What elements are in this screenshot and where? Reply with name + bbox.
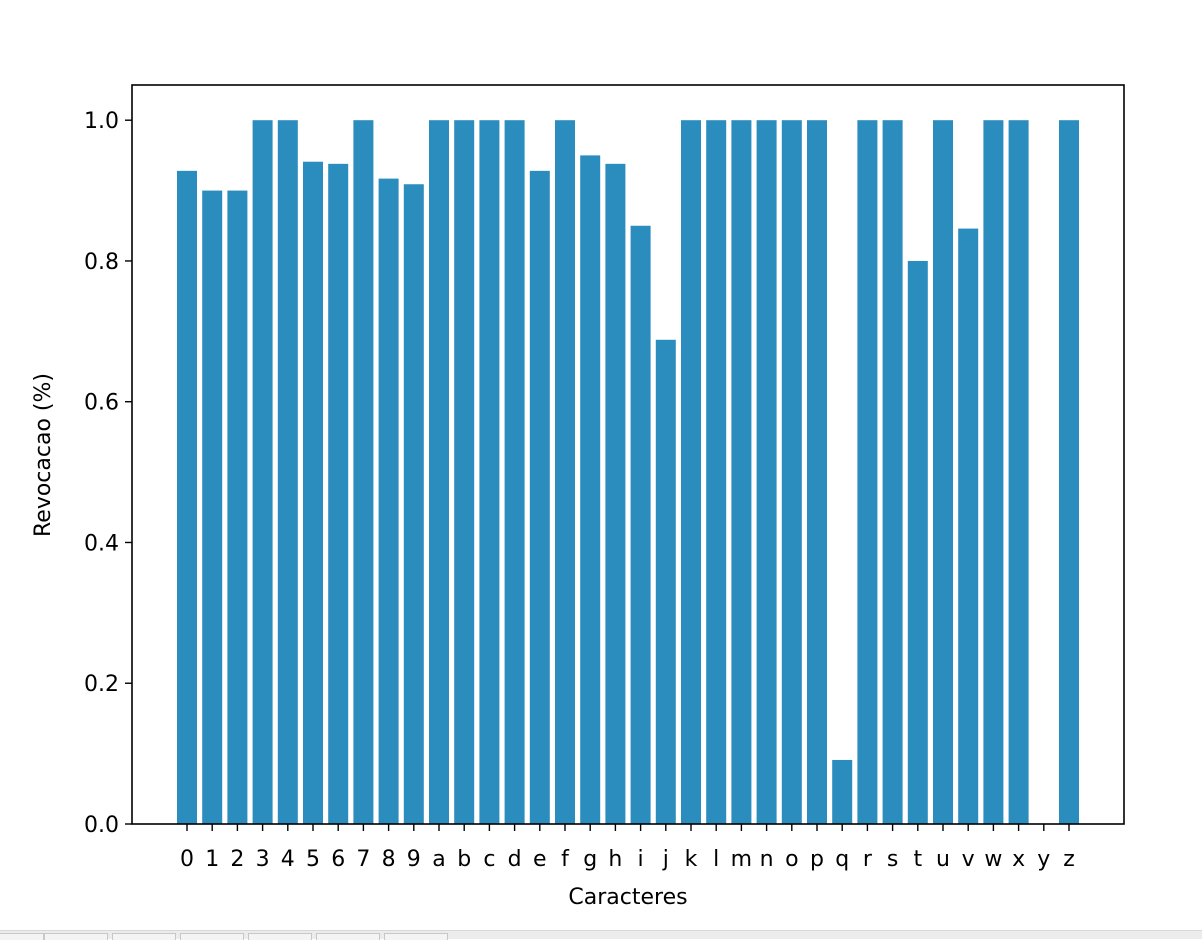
bar-v — [958, 228, 979, 824]
bar-h — [605, 163, 626, 824]
bar-0 — [177, 170, 197, 825]
y-tick-label: 0.8 — [84, 250, 119, 275]
x-axis-label: Caracteres — [568, 885, 687, 910]
plot-frame — [131, 84, 1125, 825]
bar-b — [454, 120, 475, 824]
x-tick-label: u — [936, 847, 950, 872]
bar-5 — [303, 161, 323, 825]
x-tick-label: k — [685, 847, 698, 872]
x-tick-label: o — [785, 847, 798, 872]
bottom-toolbar-strip — [0, 930, 1202, 940]
bar-o — [781, 120, 802, 824]
bar-u — [933, 120, 953, 824]
x-tick-label: 3 — [256, 847, 270, 872]
bar-r — [857, 120, 878, 824]
bar-q — [832, 759, 853, 824]
toolbar-tab[interactable] — [316, 933, 380, 940]
bar-3 — [252, 120, 273, 824]
bars-group — [177, 120, 1079, 825]
bar-6 — [328, 163, 349, 824]
x-tick-label: 2 — [230, 847, 244, 872]
x-tick-label: g — [583, 847, 597, 872]
bar-e — [529, 170, 550, 825]
x-tick-label: 8 — [382, 847, 396, 872]
bar-f — [555, 120, 575, 824]
x-tick-label: c — [483, 847, 495, 872]
bar-t — [907, 260, 928, 824]
bar-z — [1059, 120, 1079, 824]
x-tick-label: 0 — [180, 847, 194, 872]
x-tick-label: n — [760, 847, 774, 872]
bar-1 — [202, 190, 223, 824]
x-tick-label: 4 — [281, 847, 295, 872]
x-tick-label: x — [1012, 847, 1025, 872]
y-tick-label: 1.0 — [84, 109, 119, 134]
x-tick-label: s — [887, 847, 898, 872]
toolbar-tab[interactable] — [0, 933, 44, 940]
y-tick-label: 0.6 — [84, 391, 119, 416]
bar-g — [580, 155, 601, 824]
x-tick-label: f — [561, 847, 570, 872]
bar-c — [479, 120, 500, 824]
x-tick-label: y — [1037, 847, 1050, 872]
bar-i — [630, 225, 651, 824]
toolbar-tab[interactable] — [248, 933, 312, 940]
toolbar-tab[interactable] — [384, 933, 448, 940]
y-tick-label: 0.4 — [84, 531, 119, 556]
x-tick-label: e — [533, 847, 547, 872]
x-tick-label: b — [457, 847, 471, 872]
bar-d — [504, 120, 525, 824]
x-tick-label: h — [608, 847, 622, 872]
toolbar-tab[interactable] — [112, 933, 176, 940]
bar-l — [706, 120, 727, 824]
x-tick-label: v — [962, 847, 975, 872]
bar-m — [731, 120, 752, 824]
y-axis: 0.0 0.2 0.4 0.6 0.8 1.0 — [84, 109, 132, 838]
x-tick-label: a — [432, 847, 445, 872]
x-tick-label: 5 — [306, 847, 320, 872]
x-tick-label: q — [835, 847, 849, 872]
bar-s — [882, 120, 903, 824]
y-tick-label: 0.0 — [84, 813, 119, 838]
bar-p — [807, 120, 827, 824]
bar-j — [655, 339, 676, 824]
bar-7 — [353, 120, 374, 824]
bar-2 — [227, 190, 248, 824]
x-tick-label: 6 — [331, 847, 345, 872]
x-tick-label: t — [913, 847, 922, 872]
x-tick-label: 9 — [407, 847, 421, 872]
x-tick-label: 7 — [356, 847, 370, 872]
x-tick-label: i — [638, 847, 644, 872]
x-tick-label: w — [984, 847, 1002, 872]
x-tick-label: d — [508, 847, 522, 872]
x-tick-label: z — [1063, 847, 1075, 872]
y-tick-label: 0.2 — [84, 672, 119, 697]
bar-x — [1008, 120, 1029, 824]
bar-n — [756, 120, 777, 824]
bar-9 — [403, 184, 424, 825]
x-tick-label: r — [863, 847, 873, 872]
x-tick-label: m — [731, 847, 752, 872]
toolbar-tab[interactable] — [180, 933, 244, 940]
bar-k — [681, 120, 701, 824]
x-tick-label: l — [713, 847, 719, 872]
x-tick-label: 1 — [205, 847, 219, 872]
bar-a — [429, 120, 449, 824]
bar-8 — [378, 178, 399, 825]
y-axis-label: Revocacao (%) — [31, 373, 56, 537]
toolbar-tab[interactable] — [44, 933, 108, 940]
bar-w — [983, 120, 1004, 824]
bar-4 — [277, 120, 298, 824]
x-tick-label: p — [810, 847, 824, 872]
x-tick-label: j — [662, 847, 669, 872]
